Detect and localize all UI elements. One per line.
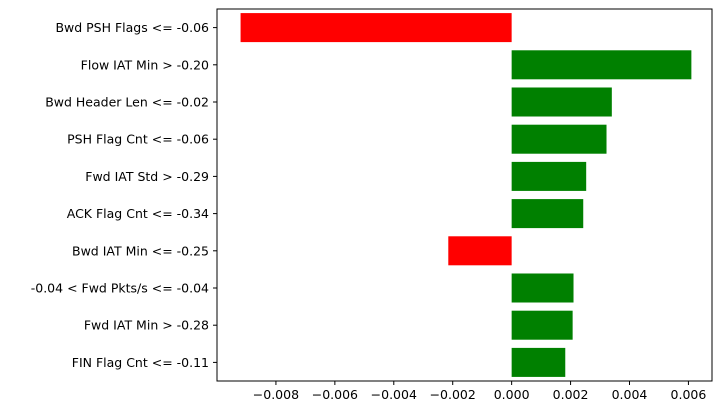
x-ticks: −0.008 −0.006 −0.004 −0.002 0.000 0.002 0.004 0… xyxy=(253,381,707,402)
x-tick-label: 0.004 xyxy=(612,387,648,402)
bar xyxy=(511,347,566,377)
x-tick-label: −0.004 xyxy=(371,387,417,402)
x-tick-label: −0.002 xyxy=(430,387,476,402)
y-tick-label: Bwd IAT Min <= -0.25 xyxy=(72,243,209,258)
axes-frame xyxy=(216,8,713,382)
x-tick-label: −0.006 xyxy=(312,387,358,402)
x-tick-label: 0.000 xyxy=(494,387,530,402)
bar xyxy=(511,273,574,303)
y-tick-label: Fwd IAT Std > -0.29 xyxy=(85,169,209,184)
bar xyxy=(511,124,607,154)
y-tick-labels: Bwd PSH Flags <= -0.06 Flow IAT Min > -0.… xyxy=(31,20,217,370)
y-tick-label: PSH Flag Cnt <= -0.06 xyxy=(67,132,209,147)
y-tick-label: Fwd IAT Min > -0.28 xyxy=(84,318,209,333)
bar xyxy=(511,50,692,80)
x-tick-label: −0.008 xyxy=(253,387,299,402)
x-tick-label: 0.006 xyxy=(671,387,707,402)
bar xyxy=(448,236,512,266)
y-tick-label: -0.04 < Fwd Pkts/s <= -0.04 xyxy=(31,281,209,296)
bar xyxy=(511,310,573,340)
y-tick-label: Flow IAT Min > -0.20 xyxy=(81,57,209,72)
bar xyxy=(511,161,587,191)
bar xyxy=(511,87,612,117)
y-tick-label: Bwd Header Len <= -0.02 xyxy=(45,95,209,110)
bars xyxy=(240,13,692,377)
y-tick-label: ACK Flag Cnt <= -0.34 xyxy=(67,206,209,221)
bar xyxy=(240,13,512,43)
y-tick-label: Bwd PSH Flags <= -0.06 xyxy=(55,20,209,35)
bar xyxy=(511,199,584,229)
y-tick-label: FIN Flag Cnt <= -0.11 xyxy=(72,355,209,370)
x-tick-label: 0.002 xyxy=(553,387,589,402)
